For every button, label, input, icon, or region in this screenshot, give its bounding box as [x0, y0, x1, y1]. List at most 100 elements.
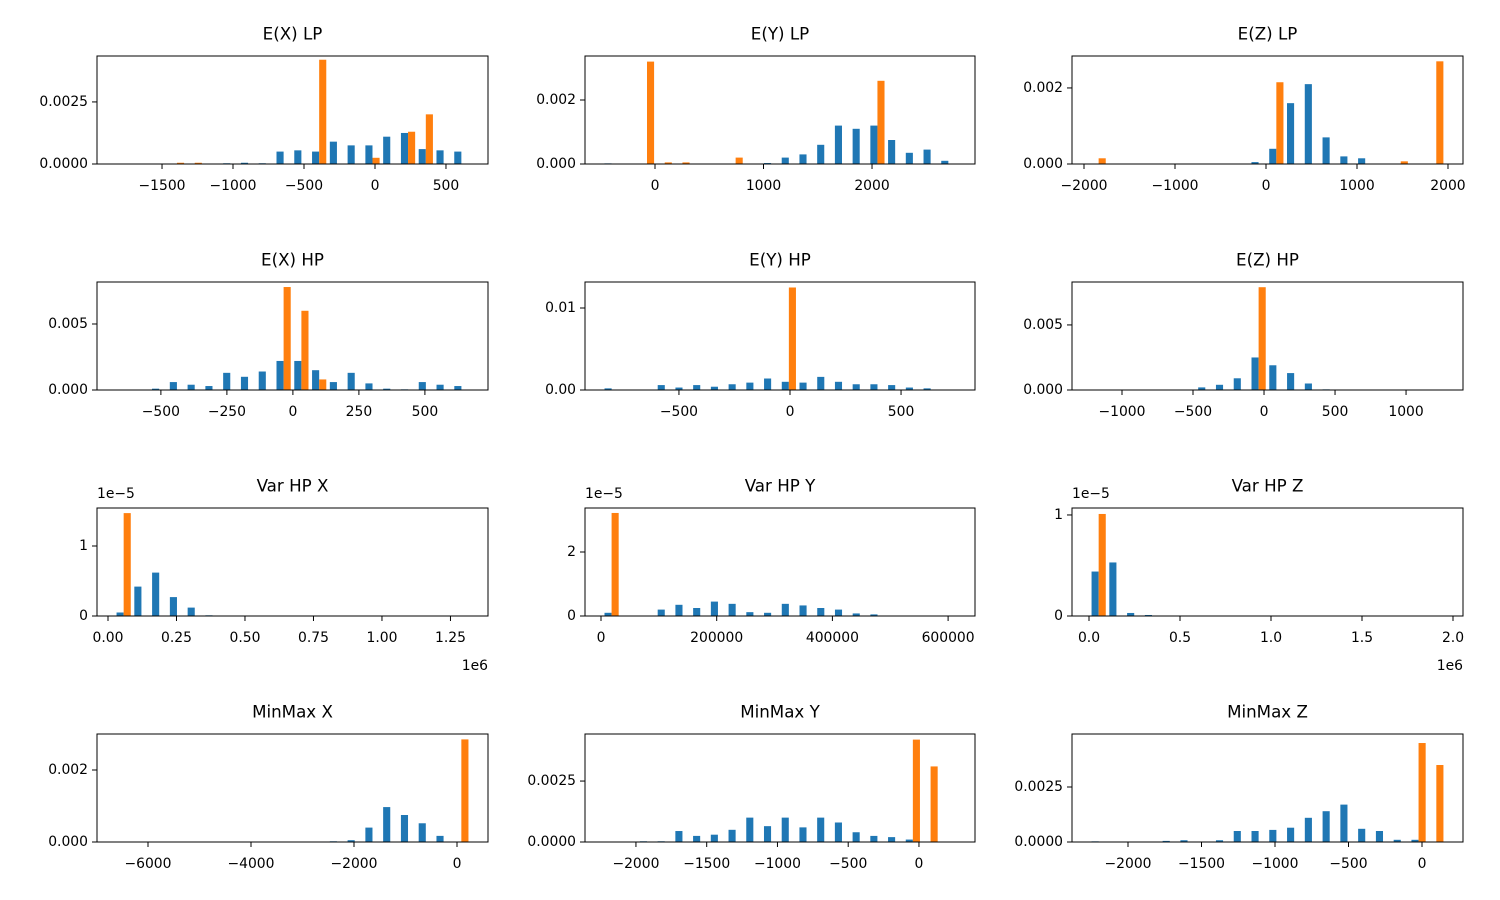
bar — [176, 162, 185, 164]
bar — [329, 141, 337, 164]
x-tick-label: 0 — [453, 856, 462, 872]
bar — [223, 372, 231, 390]
bar — [347, 372, 355, 390]
bar — [123, 513, 131, 616]
y-tick-label: 0.0025 — [527, 773, 576, 789]
y-tick-label: 0.002 — [48, 762, 88, 778]
bar — [834, 381, 843, 390]
bar — [169, 597, 177, 616]
axes-frame — [584, 733, 976, 843]
bar — [693, 608, 701, 616]
bar — [852, 613, 860, 616]
bar — [1098, 158, 1106, 164]
x-tick-label: 500 — [1322, 404, 1349, 420]
bar — [693, 835, 701, 842]
x-tick-label: −1500 — [1178, 856, 1225, 872]
bar — [817, 376, 825, 390]
bar — [1269, 829, 1277, 842]
bar — [1411, 839, 1419, 842]
bar — [1109, 562, 1117, 616]
bar — [312, 370, 320, 390]
bar — [888, 837, 896, 842]
bar — [1418, 743, 1426, 842]
x-tick-label: −6000 — [124, 856, 171, 872]
bar — [1269, 148, 1277, 164]
bar — [870, 614, 878, 616]
x-tick-label: 200000 — [690, 630, 743, 646]
x-tick-label: 2000 — [1430, 178, 1465, 194]
bar — [604, 612, 612, 616]
bar — [905, 387, 913, 390]
bar — [710, 601, 718, 616]
bar — [905, 152, 913, 164]
x-tick-label: −2000 — [612, 856, 659, 872]
bar — [647, 61, 655, 164]
x-tick-label: −2000 — [1061, 178, 1108, 194]
bar — [1322, 811, 1330, 842]
bar — [682, 162, 690, 164]
axes-frame — [96, 733, 489, 843]
bar — [693, 385, 701, 390]
bar — [436, 835, 444, 842]
x-tick-label: 0 — [915, 856, 924, 872]
bar — [383, 136, 391, 164]
bar — [1144, 614, 1152, 616]
bar — [1358, 158, 1366, 164]
y-tick-label: 0.000 — [1023, 156, 1063, 172]
x-tick-label: 500 — [412, 404, 439, 420]
y-tick-label: 0.0000 — [1014, 834, 1063, 850]
y-tick-label: 0.000 — [48, 834, 88, 850]
bar — [1287, 103, 1295, 164]
y-tick-label: 2 — [567, 544, 576, 560]
bar — [746, 612, 754, 616]
x-tick-label: 1000 — [1388, 404, 1423, 420]
y-tick-label: 0.005 — [1023, 317, 1063, 333]
y-tick-label: 0.002 — [536, 92, 576, 108]
x-tick-label: −2000 — [330, 856, 377, 872]
x-tick-label: −1000 — [754, 856, 801, 872]
x-tick-label: 0 — [1418, 856, 1427, 872]
bar — [788, 287, 796, 390]
x-tick-label: 600000 — [922, 630, 975, 646]
bar — [425, 114, 433, 164]
x-tick-label: 2000 — [854, 178, 889, 194]
x-tick-label: 1000 — [1339, 178, 1374, 194]
bar — [1304, 383, 1312, 390]
axes-frame — [1071, 281, 1464, 391]
axes-frame — [1071, 55, 1464, 165]
bar — [436, 150, 444, 164]
bar — [400, 815, 409, 842]
x-tick-label: −1500 — [139, 178, 186, 194]
x-tick-label: −250 — [208, 404, 246, 420]
bar — [1304, 817, 1312, 842]
axes-frame — [96, 507, 489, 617]
bar — [905, 839, 913, 842]
bar — [258, 371, 266, 390]
subplot-title: E(Y) HP — [749, 250, 811, 270]
bar — [372, 157, 380, 164]
bar — [347, 840, 355, 842]
subplot-title: E(X) LP — [263, 24, 323, 44]
bar — [1098, 513, 1106, 616]
bar — [870, 125, 878, 164]
bar — [319, 379, 327, 390]
axes-frame — [1071, 507, 1464, 617]
bar — [834, 609, 843, 616]
bar — [116, 612, 124, 616]
bar — [611, 512, 619, 616]
bar — [418, 382, 426, 390]
bar — [294, 360, 302, 390]
bar — [1287, 827, 1295, 842]
x-tick-label: 0.00 — [93, 630, 124, 646]
x-tick-label: 500 — [433, 178, 460, 194]
x-tick-label: −500 — [285, 178, 323, 194]
bar — [1091, 571, 1099, 616]
bar — [283, 287, 291, 390]
x-tick-label: 0.5 — [1169, 630, 1191, 646]
y-tick-label: 0.005 — [48, 316, 88, 332]
y-tick-label: 0.0025 — [1014, 779, 1063, 795]
x-tick-label: 0 — [1262, 178, 1271, 194]
bar — [728, 829, 736, 842]
bar — [383, 807, 391, 842]
